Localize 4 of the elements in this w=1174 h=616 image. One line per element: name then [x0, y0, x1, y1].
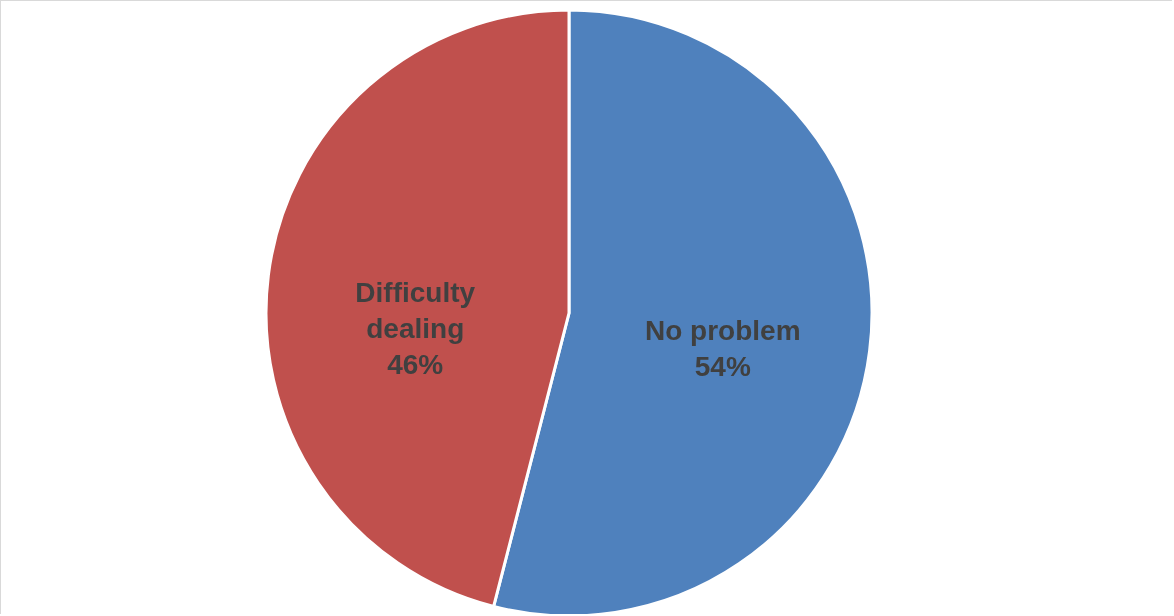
- slice-label: No problem: [645, 315, 801, 347]
- data-label: 46%: [387, 348, 444, 380]
- data-label: 54%: [694, 351, 751, 383]
- slice-label: Difficulty dealing: [355, 276, 476, 344]
